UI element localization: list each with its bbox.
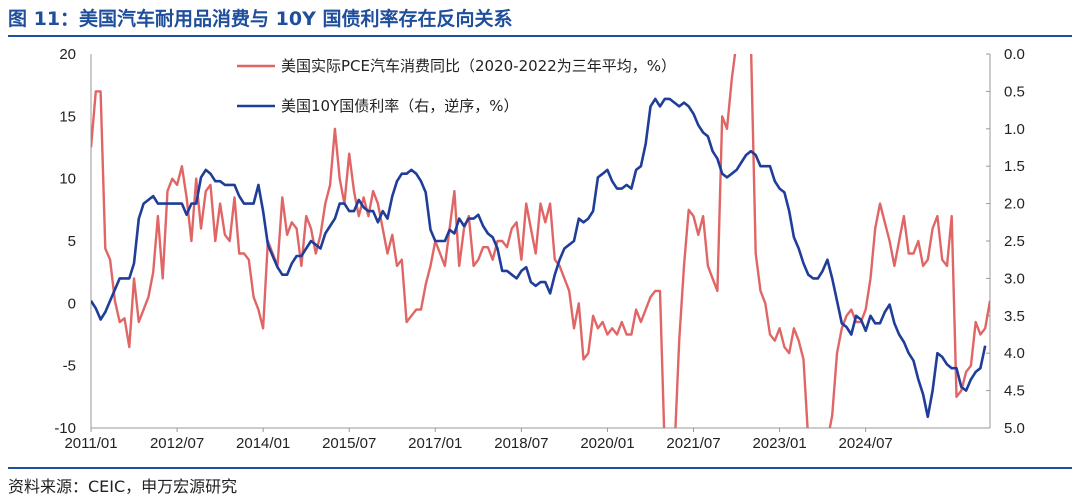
y-left-tick-label: 5 bbox=[68, 233, 76, 250]
legend-label-pce: 美国实际PCE汽车消费同比（2020-2022为三年平均，%） bbox=[281, 57, 676, 75]
treasury-10y-line bbox=[91, 97, 987, 419]
x-tick-label: 2021/07 bbox=[666, 435, 720, 452]
x-tick-label: 2024/07 bbox=[839, 435, 893, 452]
y-right-tick-label: 3.0 bbox=[1004, 270, 1025, 287]
y-left-tick-label: 0 bbox=[68, 295, 76, 312]
y-right-tick-label: 3.5 bbox=[1004, 308, 1025, 325]
x-tick-label: 2014/01 bbox=[236, 435, 290, 452]
y-right-tick-label: 0.0 bbox=[1004, 46, 1025, 63]
y-left-tick-label: -5 bbox=[63, 358, 76, 375]
y-right-tick-label: 0.5 bbox=[1004, 83, 1025, 100]
source-rule bbox=[8, 467, 1072, 469]
x-tick-label: 2020/01 bbox=[580, 435, 634, 452]
y-left-tick-label: -10 bbox=[54, 420, 76, 437]
legend-label-yield: 美国10Y国债利率（右，逆序，%） bbox=[281, 97, 519, 115]
pce-yoy-line bbox=[91, 54, 990, 428]
x-tick-label: 2015/07 bbox=[322, 435, 376, 452]
y-right-tick-label: 5.0 bbox=[1004, 420, 1025, 437]
y-right-tick-label: 4.0 bbox=[1004, 345, 1025, 362]
source-note: 资料来源：CEIC，申万宏源研究 bbox=[8, 477, 238, 496]
figure-title: 图 11：美国汽车耐用品消费与 10Y 国债利率存在反向关系 bbox=[8, 8, 513, 30]
x-tick-label: 2011/01 bbox=[64, 435, 117, 452]
y-right-tick-label: 1.0 bbox=[1004, 121, 1025, 138]
x-tick-label: 2023/01 bbox=[752, 435, 806, 452]
y-left-tick-label: 15 bbox=[59, 108, 76, 125]
chart: 20 15 10 5 0 -5 -10 0.0 0.5 1.0 1.5 2.0 2.5 3.0 3.5 4.… bbox=[54, 46, 1025, 452]
y-left-tick-label: 10 bbox=[59, 171, 76, 188]
y-right-tick-label: 4.5 bbox=[1004, 383, 1025, 400]
x-tick-label: 2012/07 bbox=[150, 435, 204, 452]
x-tick-label: 2017/01 bbox=[408, 435, 462, 452]
title-rule bbox=[8, 35, 1072, 37]
x-tick-label: 2018/07 bbox=[494, 435, 548, 452]
y-right-tick-label: 2.5 bbox=[1004, 233, 1025, 250]
y-left-tick-label: 20 bbox=[59, 46, 76, 63]
y-right-tick-label: 1.5 bbox=[1004, 158, 1025, 175]
y-right-tick-label: 2.0 bbox=[1004, 196, 1025, 213]
